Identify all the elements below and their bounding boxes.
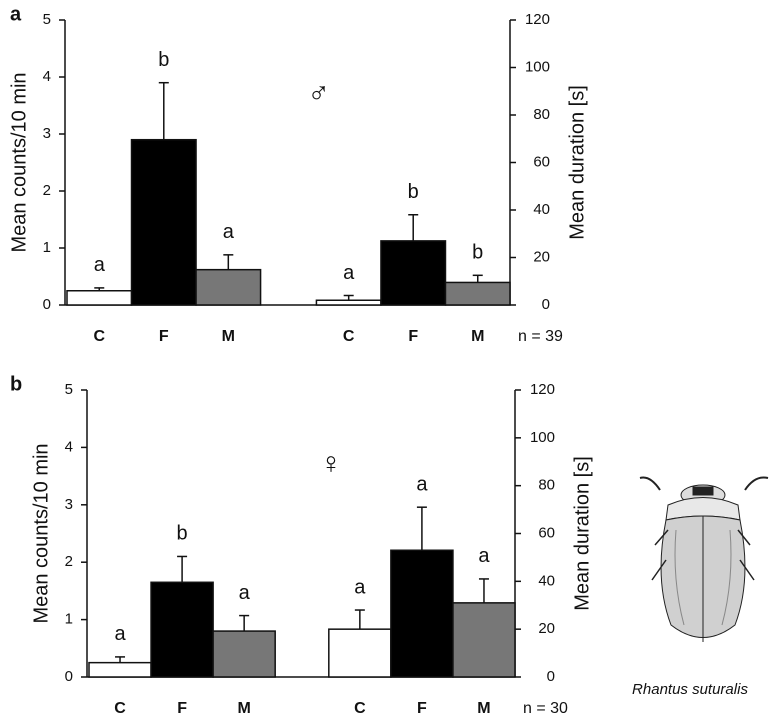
x-tick-label: F [177, 700, 187, 717]
beetle-illustration [639, 476, 769, 642]
n-label: n = 30 [523, 700, 568, 717]
y2-axis-label: Mean duration [s] [566, 85, 588, 240]
y-axis-label: Mean counts/10 min [8, 72, 30, 252]
n-label: n = 39 [518, 328, 563, 345]
y2-tick-label: 0 [542, 296, 550, 313]
significance-label: a [354, 576, 366, 598]
x-tick-label: M [477, 700, 490, 717]
significance-label: a [478, 545, 490, 567]
y2-tick-label: 20 [538, 620, 555, 637]
y2-tick-label: 120 [525, 11, 550, 28]
y-axis-label: Mean counts/10 min [30, 443, 52, 623]
significance-label: a [239, 582, 251, 604]
y-tick-label: 5 [43, 11, 51, 28]
x-tick-label: C [93, 328, 105, 345]
bar [195, 268, 262, 306]
y-tick-label: 1 [43, 239, 51, 256]
y2-tick-label: 80 [533, 106, 550, 123]
y-tick-label: 2 [43, 182, 51, 199]
significance-label: b [472, 242, 483, 264]
y2-tick-label: 40 [538, 572, 555, 589]
bar [380, 240, 447, 306]
sex-symbol: ♀ [320, 447, 343, 480]
significance-label: b [408, 181, 419, 203]
y-tick-label: 3 [43, 125, 51, 142]
y2-tick-label: 100 [525, 58, 550, 75]
y2-tick-label: 60 [538, 524, 555, 541]
bar [88, 661, 152, 678]
x-tick-label: F [159, 328, 169, 345]
bar [130, 138, 197, 306]
x-tick-label: C [354, 700, 366, 717]
y2-tick-label: 80 [538, 477, 555, 494]
y-tick-label: 4 [43, 68, 51, 85]
sex-symbol: ♂ [307, 77, 330, 110]
y2-tick-label: 20 [533, 248, 550, 265]
y-tick-label: 3 [65, 496, 73, 513]
y2-tick-label: 60 [533, 153, 550, 170]
x-tick-label: M [237, 700, 250, 717]
x-tick-label: F [417, 700, 427, 717]
bar [328, 628, 392, 678]
panel-label: a [10, 3, 22, 25]
y2-tick-label: 100 [530, 429, 555, 446]
significance-label: b [177, 523, 188, 545]
species-caption: Rhantus suturalis [632, 681, 748, 698]
panel-label: b [10, 373, 22, 395]
y2-axis-label: Mean duration [s] [571, 456, 593, 611]
y2-tick-label: 0 [547, 668, 555, 685]
bar [390, 549, 454, 678]
significance-label: a [343, 262, 355, 284]
bar [212, 630, 276, 678]
x-tick-label: F [408, 328, 418, 345]
bar [452, 602, 516, 678]
bar [444, 281, 511, 306]
y2-tick-label: 120 [530, 381, 555, 398]
y-tick-label: 5 [65, 381, 73, 398]
bar [315, 299, 382, 306]
y-tick-label: 0 [65, 668, 73, 685]
bar [66, 290, 133, 306]
y-tick-label: 4 [65, 438, 73, 455]
significance-label: b [158, 49, 169, 71]
significance-label: a [114, 623, 126, 645]
y-tick-label: 1 [65, 611, 73, 628]
y-tick-label: 0 [43, 296, 51, 313]
y2-tick-label: 40 [533, 201, 550, 218]
x-tick-label: C [343, 328, 355, 345]
y-tick-label: 2 [65, 553, 73, 570]
significance-label: a [94, 254, 106, 276]
significance-label: a [416, 473, 428, 495]
significance-label: a [223, 221, 235, 243]
bar [150, 581, 214, 678]
x-tick-label: M [471, 328, 484, 345]
x-tick-label: M [222, 328, 235, 345]
x-tick-label: C [114, 700, 126, 717]
